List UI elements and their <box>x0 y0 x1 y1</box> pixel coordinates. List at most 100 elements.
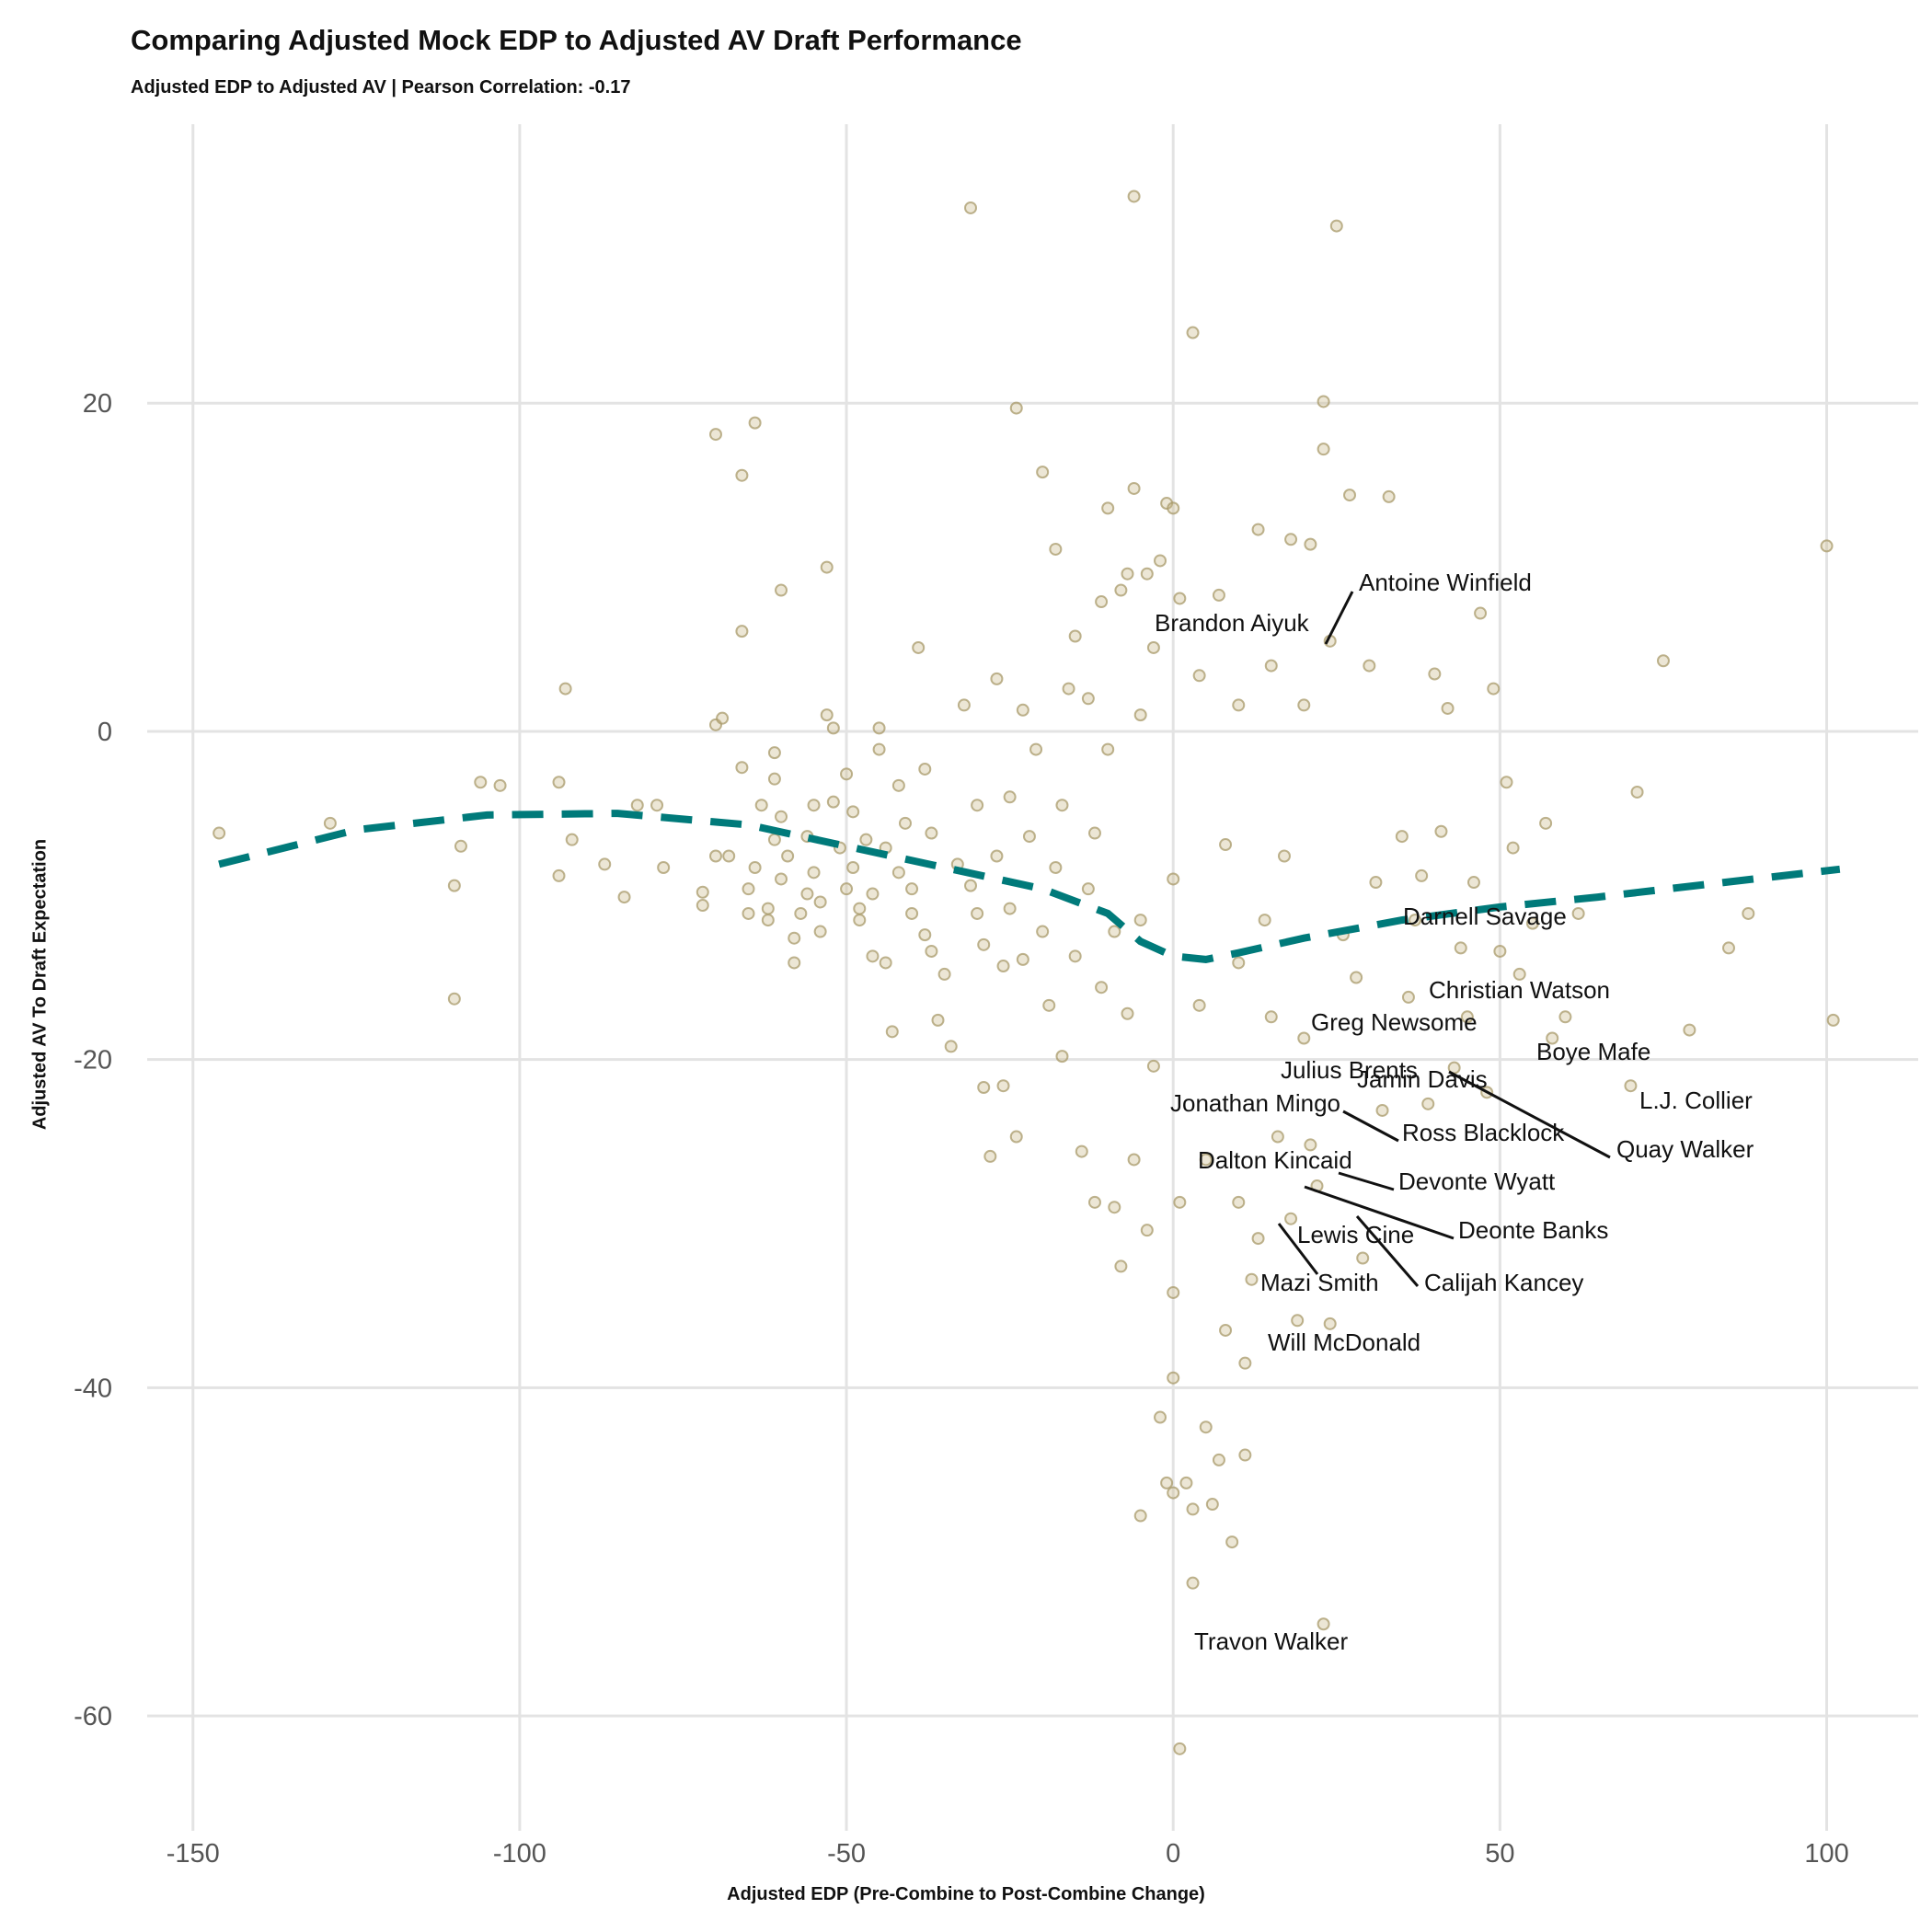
data-point <box>1474 606 1488 620</box>
data-point <box>767 833 781 846</box>
annotation-label: Boye Mafe <box>1536 1038 1650 1065</box>
data-point <box>859 833 873 846</box>
data-point <box>990 849 1004 863</box>
data-point <box>1546 1031 1559 1045</box>
data-point <box>696 899 709 913</box>
data-point <box>1167 1371 1180 1385</box>
annotation-leader-line <box>1304 1185 1455 1240</box>
data-point <box>905 882 919 896</box>
data-point <box>761 902 775 915</box>
data-point <box>1029 742 1043 756</box>
data-point <box>996 960 1010 973</box>
data-point <box>742 882 755 896</box>
data-point <box>1114 1259 1128 1273</box>
data-point <box>1219 838 1233 852</box>
data-point <box>1539 816 1553 830</box>
data-point <box>1192 669 1206 683</box>
data-point <box>1075 1144 1088 1158</box>
data-point <box>840 767 854 781</box>
x-tick-label: 100 <box>1804 1839 1848 1869</box>
chart-subtitle: Adjusted EDP to Adjusted AV | Pearson Co… <box>131 77 631 98</box>
data-point <box>1127 1153 1141 1167</box>
data-point <box>846 860 860 874</box>
data-point <box>788 931 801 945</box>
data-point <box>1284 533 1298 546</box>
data-point <box>1343 489 1357 502</box>
data-point <box>1487 682 1501 696</box>
data-point <box>1251 1232 1265 1246</box>
trend-line <box>218 810 1841 963</box>
data-point <box>1297 1031 1311 1045</box>
data-point <box>794 906 808 920</box>
data-point <box>1409 914 1422 927</box>
data-point <box>213 826 226 840</box>
annotation-label: Darnell Savage <box>1403 903 1567 930</box>
data-point <box>1036 925 1050 938</box>
annotation-leader-line <box>1324 591 1354 645</box>
data-point <box>1356 1251 1370 1265</box>
data-point <box>722 849 736 863</box>
data-point <box>1016 703 1029 717</box>
data-point <box>1245 1272 1259 1286</box>
data-point <box>1036 466 1050 479</box>
data-point <box>1199 1420 1213 1434</box>
y-tick-labels: -60 -40 -20 0 20 <box>74 389 112 1731</box>
data-point <box>1375 1103 1389 1117</box>
data-point <box>846 805 860 819</box>
data-point <box>1205 1498 1219 1512</box>
annotation-label: Will McDonald <box>1268 1328 1420 1356</box>
x-tick-label: -100 <box>493 1839 546 1869</box>
data-point <box>1722 941 1736 955</box>
data-point <box>800 887 814 901</box>
data-point <box>657 860 671 874</box>
x-tick-label: 50 <box>1485 1839 1514 1869</box>
data-point <box>1395 830 1409 844</box>
data-point <box>807 799 821 812</box>
data-point <box>1571 906 1585 920</box>
data-point <box>1434 824 1448 838</box>
data-point <box>840 882 854 896</box>
data-point <box>598 857 612 871</box>
data-point <box>1167 501 1180 515</box>
data-point <box>735 625 749 638</box>
annotation-leader-line <box>1277 1223 1319 1275</box>
data-point <box>552 776 566 789</box>
data-point <box>937 967 951 981</box>
data-point <box>767 772 781 786</box>
annotation-label: Devonte Wyatt <box>1398 1167 1556 1195</box>
annotation-label: Julius Brents <box>1281 1056 1418 1084</box>
data-point <box>912 640 926 654</box>
data-point <box>1232 1195 1246 1209</box>
data-point <box>1742 906 1755 920</box>
data-point <box>820 708 834 722</box>
annotation-leader-line <box>1355 1215 1420 1287</box>
data-point <box>1133 1509 1147 1523</box>
data-point <box>1317 1617 1330 1631</box>
data-point <box>1232 698 1246 712</box>
data-point <box>323 816 337 830</box>
data-point <box>630 799 644 812</box>
data-point <box>1146 640 1160 654</box>
data-point <box>990 672 1004 685</box>
data-point <box>1493 944 1507 958</box>
x-tick-label: -50 <box>827 1839 866 1869</box>
data-point <box>1127 481 1141 495</box>
data-point <box>761 914 775 927</box>
data-point <box>1055 799 1069 812</box>
data-point <box>1264 659 1278 673</box>
data-point <box>735 468 749 482</box>
data-point <box>983 1149 997 1163</box>
data-point <box>1186 1502 1200 1516</box>
data-point <box>1068 629 1082 643</box>
data-point <box>447 992 461 1006</box>
data-point <box>1108 1201 1121 1214</box>
data-point <box>1238 1448 1252 1462</box>
y-tick-label: 0 <box>98 718 112 747</box>
data-point <box>1199 1153 1213 1167</box>
data-point <box>735 761 749 775</box>
data-point <box>1683 1023 1696 1037</box>
data-point <box>1160 1476 1174 1489</box>
data-point <box>716 711 730 725</box>
data-point <box>826 795 840 809</box>
data-point <box>931 1013 945 1027</box>
